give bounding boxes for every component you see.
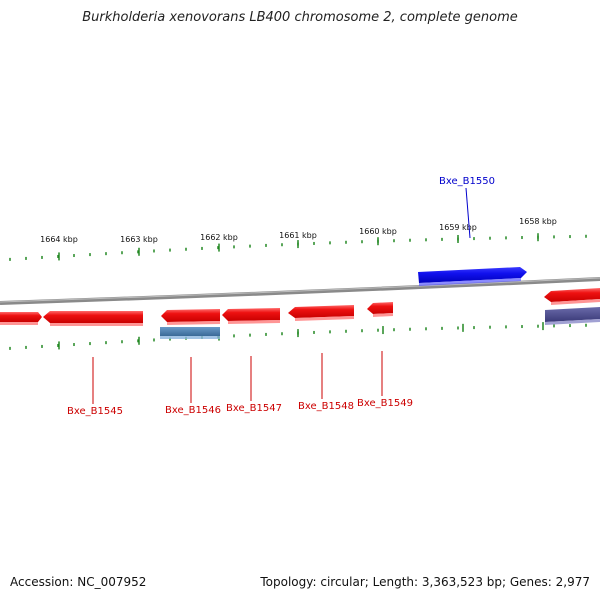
feature-partial-right-secondary[interactable] <box>545 307 600 325</box>
genome-backbone <box>0 277 600 305</box>
scale-label-1664: 1664 kbp <box>40 235 78 244</box>
gene-bxe-b1546[interactable] <box>161 309 220 325</box>
scale-label-1661: 1661 kbp <box>279 231 317 240</box>
scale-label-1658: 1658 kbp <box>519 217 557 226</box>
gene-bxe-b1547[interactable] <box>222 308 280 324</box>
map-title: Burkholderia xenovorans LB400 chromosome… <box>82 10 518 25</box>
gene-partial-right[interactable] <box>544 288 600 305</box>
gene-label-bxe-b1547[interactable]: Bxe_B1547 <box>226 403 282 414</box>
gene-bxe-b1549[interactable] <box>367 302 393 317</box>
inner-tick-row <box>9 322 587 350</box>
leader-bxe-b1550 <box>465 187 471 239</box>
gene-label-bxe-b1545[interactable]: Bxe_B1545 <box>67 406 123 417</box>
gene-label-bxe-b1549[interactable]: Bxe_B1549 <box>357 398 413 409</box>
gene-partial-left[interactable] <box>0 312 42 325</box>
genome-stats-text: Topology: circular; Length: 3,363,523 bp… <box>260 575 590 589</box>
gene-bxe-b1548[interactable] <box>288 305 354 321</box>
scale-label-1659: 1659 kbp <box>439 223 477 232</box>
scale-label-1662: 1662 kbp <box>200 233 238 242</box>
genome-backbone-highlight <box>0 277 600 303</box>
scale-labels: 1664 kbp 1663 kbp 1662 kbp 1661 kbp 1660… <box>40 217 557 244</box>
gene-label-bxe-b1550[interactable]: Bxe_B1550 <box>439 176 495 187</box>
accession-text: Accession: NC_007952 <box>10 575 147 589</box>
scale-label-1663: 1663 kbp <box>120 235 158 244</box>
gene-label-bxe-b1546[interactable]: Bxe_B1546 <box>165 405 221 416</box>
gene-bxe-b1545[interactable] <box>43 311 143 326</box>
feature-bxe-b1546-secondary[interactable] <box>160 327 220 339</box>
gene-label-bxe-b1548[interactable]: Bxe_B1548 <box>298 401 354 412</box>
gene-bxe-b1550[interactable] <box>418 267 527 286</box>
scale-label-1660: 1660 kbp <box>359 227 397 236</box>
label-leaders <box>92 187 471 404</box>
gene-labels: Bxe_B1545 Bxe_B1546 Bxe_B1547 Bxe_B1548 … <box>67 176 495 417</box>
outer-tick-row <box>9 233 587 261</box>
